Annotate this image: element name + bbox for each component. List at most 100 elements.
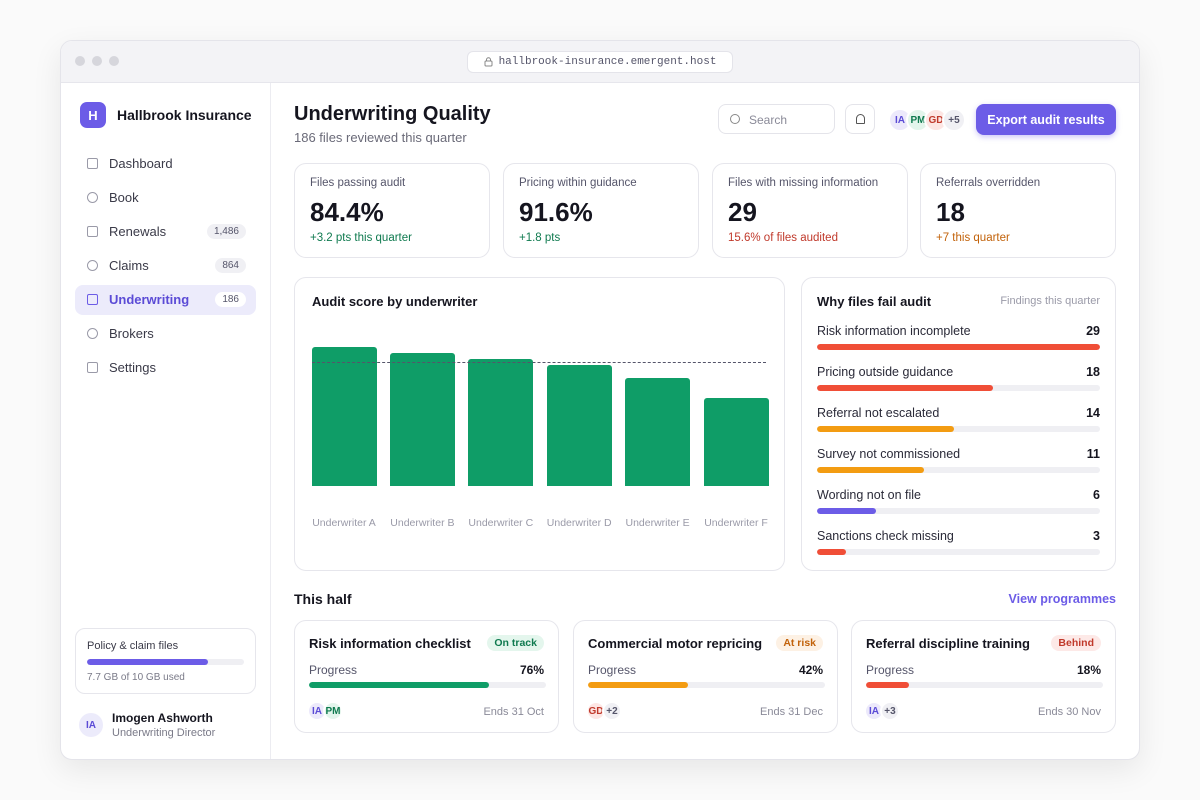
kpi-card: Files passing audit 84.4% +3.2 pts this qu… [294,163,490,258]
failures-card: Why files fail audit Findings this quarte… [801,277,1116,571]
failure-count: 18 [1086,365,1100,379]
kpi-value: 18 [936,197,965,227]
bell-icon [856,114,865,124]
kpi-delta: +3.2 pts this quarter [310,232,412,244]
kpi-card: Referrals overridden 18 +7 this quarter [920,163,1116,258]
programme-name: Commercial motor repricing [588,636,763,651]
nav-label: Brokers [109,326,154,341]
storage-title: Policy & claim files [87,640,179,652]
search-placeholder: Search [749,113,788,127]
section-link[interactable]: View programmes [1008,592,1116,606]
progress-track [309,682,546,688]
programme-end: Ends 31 Oct [483,706,544,718]
nav-icon [87,328,98,339]
failure-track [817,467,1100,473]
nav-badge: 1,486 [206,224,246,239]
search[interactable]: Search [718,104,835,134]
failure-bar [817,508,876,514]
programme-name: Risk information checklist [309,636,471,651]
x-tick-label: Underwriter F [704,517,768,529]
failure-bar [817,549,847,555]
bar [546,364,612,486]
storage-track [87,659,244,665]
nav-item[interactable]: Brokers [75,319,256,349]
avatar: PM [323,701,343,721]
search-icon [730,114,740,124]
programme-end: Ends 31 Dec [760,706,823,718]
kpi-card: Files with missing information 29 15.6% of… [712,163,908,258]
nav-label: Underwriting [109,292,190,307]
chart-card: Audit score by underwriter Underwriter A U… [294,277,785,571]
kpi-value: 84.4% [310,197,384,227]
bar [311,346,377,486]
notifications[interactable] [845,104,875,134]
nav-icon [87,158,98,169]
x-tick-label: Underwriter C [468,517,534,529]
progress-label: Progress [588,663,637,677]
nav-item[interactable]: Book [75,183,256,213]
url-bar[interactable]: hallbrook-insurance.emergent.host [467,51,733,73]
failure-track [817,344,1100,350]
nav-item[interactable]: Renewals 1,486 [75,217,256,247]
status-pill: Behind [1051,635,1101,651]
user-role: Underwriting Director [112,727,216,739]
progress-track [588,682,825,688]
bar [625,378,691,486]
nav-item[interactable]: Settings [75,353,256,383]
kpi-delta: +1.8 pts [519,232,561,244]
programme-end: Ends 30 Nov [1038,706,1101,718]
failure-bar [817,385,993,391]
kpi-label: Pricing within guidance [519,177,637,189]
storage-label: 7.7 GB of 10 GB used [87,672,185,683]
sidebar [61,83,271,759]
failure-track [817,549,1100,555]
failure-label: Referral not escalated [817,406,940,420]
failure-count: 29 [1086,324,1100,338]
window-dots [75,56,119,66]
brand: Hallbrook Insurance [117,107,252,123]
x-tick-label: Underwriter E [625,517,690,529]
progress-bar [588,682,688,688]
avatar: +3 [880,701,900,721]
nav-item[interactable]: Dashboard [75,149,256,179]
avatar: IA [864,701,884,721]
failure-track [817,426,1100,432]
progress-value: 18% [1076,663,1101,677]
nav-badge: 186 [215,292,246,307]
export-button[interactable]: Export audit results [976,104,1116,135]
status-pill: On track [487,635,544,651]
kpi-delta: +7 this quarter [936,232,1010,244]
failure-count: 11 [1086,447,1100,461]
kpi-label: Referrals overridden [936,177,1041,189]
nav-icon [87,294,98,305]
nav-icon [87,226,98,237]
nav-icon [87,362,98,373]
nav-label: Dashboard [109,156,173,171]
nav-item[interactable]: Claims 864 [75,251,256,281]
kpi-delta: 15.6% of files audited [728,232,838,244]
logo: H [80,102,106,128]
failures-subtitle: Findings this quarter [1000,295,1100,307]
failure-label: Pricing outside guidance [817,365,954,379]
storage-card: Policy & claim files 7.7 GB of 10 GB used [75,628,256,694]
lock-icon [484,57,493,67]
nav-item[interactable]: Underwriting 186 [75,285,256,315]
failure-count: 3 [1093,529,1100,543]
avatar: +5 [942,108,966,132]
progress-bar [866,682,909,688]
nav-badge: 864 [215,258,246,273]
progress-track [866,682,1103,688]
x-tick-label: Underwriter B [390,517,455,529]
nav-label: Claims [109,258,149,273]
x-tick-label: Underwriter D [546,517,612,529]
failure-label: Survey not commissioned [817,447,961,461]
user-name: Imogen Ashworth [112,711,213,725]
chart-title: Audit score by underwriter [312,294,478,309]
failure-track [817,508,1100,514]
failure-count: 6 [1093,488,1100,502]
failure-label: Wording not on file [817,488,921,502]
kpi-card: Pricing within guidance 91.6% +1.8 pts [503,163,699,258]
progress-value: 42% [798,663,823,677]
nav-label: Renewals [109,224,167,239]
